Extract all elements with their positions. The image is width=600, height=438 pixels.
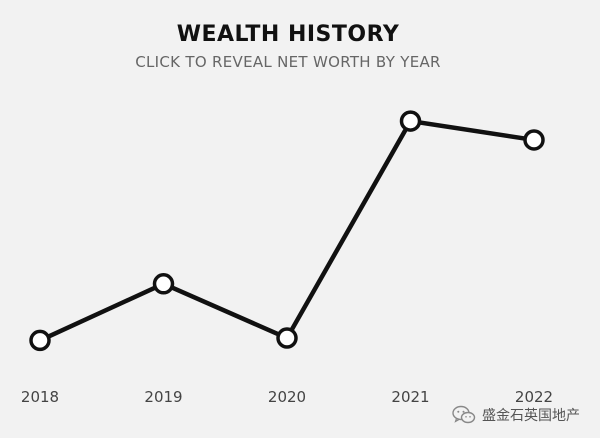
watermark: 盛金石英国地产 [452, 404, 580, 426]
points-group [29, 110, 545, 352]
chart-subtitle: CLICK TO REVEAL NET WORTH BY YEAR [135, 53, 441, 71]
x-tick-label: 2020 [268, 388, 306, 406]
watermark-text: 盛金石英国地产 [482, 408, 580, 424]
chart-title: WEALTH HISTORY [176, 22, 400, 47]
data-point-2022[interactable] [523, 129, 545, 151]
series-line-segment [161, 281, 290, 341]
x-axis-ticks: 2018 2019 2020 2021 2022 [21, 388, 553, 406]
series-line-segment [408, 118, 537, 143]
x-tick-label: 2018 [21, 388, 59, 406]
series-group [37, 118, 537, 343]
data-point-2018[interactable] [29, 329, 51, 352]
data-point-2021[interactable] [399, 110, 422, 132]
x-tick-label: 2019 [144, 388, 182, 406]
data-point-2019[interactable] [152, 273, 175, 295]
x-tick-label: 2022 [515, 388, 553, 406]
series-line-segment [37, 281, 166, 343]
series-line-segment [284, 118, 413, 341]
wechat-icon [452, 405, 476, 424]
x-tick-label: 2021 [391, 388, 429, 406]
data-point-2020[interactable] [276, 327, 298, 349]
